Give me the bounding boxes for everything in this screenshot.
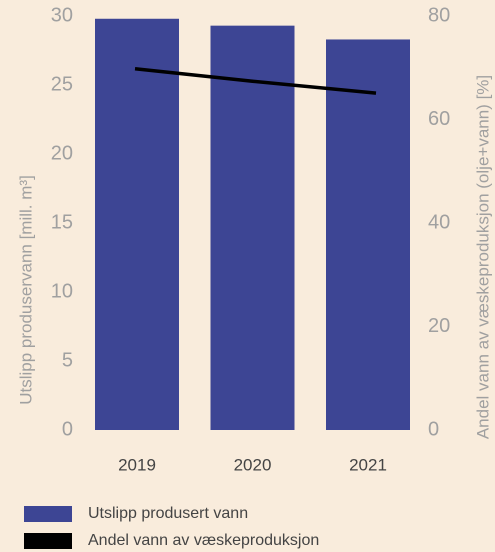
y2-tick-label: 60 [428, 108, 450, 130]
legend-label: Andel vann av væskeproduksjon [88, 532, 319, 549]
bar [210, 25, 295, 430]
y-tick-label: 0 [62, 418, 73, 440]
legend-label: Utslipp produsert vann [88, 505, 248, 522]
y-tick-label: 25 [51, 73, 73, 95]
y2-axis-label: Andel vann av væskeproduksjon (olje+vann… [473, 75, 492, 439]
y-tick-label: 30 [51, 4, 73, 26]
bar [95, 18, 179, 430]
bar [326, 39, 410, 431]
legend-swatch [24, 506, 72, 522]
y2-tick-label: 20 [428, 315, 450, 337]
y-tick-label: 10 [51, 280, 73, 302]
x-tick-label: 2020 [234, 455, 272, 474]
legend-swatch [24, 533, 72, 549]
x-tick-label: 2019 [118, 455, 156, 474]
y-axis-label: Utslipp produservann [mill. m³] [16, 175, 35, 405]
y2-tick-label: 80 [428, 4, 450, 26]
y-tick-label: 20 [51, 142, 73, 164]
y2-tick-label: 0 [428, 418, 439, 440]
y-tick-label: 15 [51, 211, 73, 233]
line [134, 67, 377, 95]
y2-tick-label: 40 [428, 211, 450, 233]
y-tick-label: 5 [62, 349, 73, 371]
x-tick-label: 2021 [349, 455, 387, 474]
